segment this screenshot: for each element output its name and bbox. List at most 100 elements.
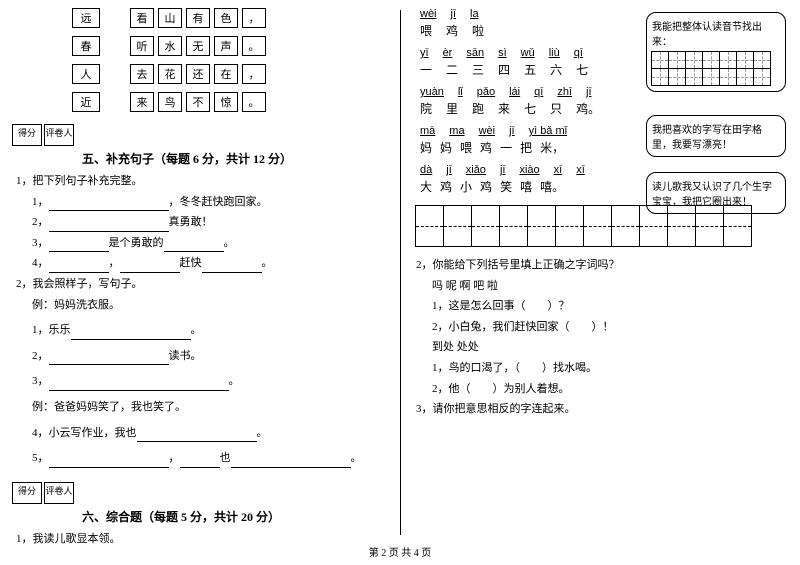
blank[interactable] <box>169 379 229 391</box>
q-text: ，冬冬赶快跑回家。 <box>169 196 268 208</box>
match-right-col: 看 山 有 色 ， 听 水 无 声 。 去 花 还 在 <box>130 8 266 112</box>
question-2-ex: 例：妈妈洗衣服。 <box>32 297 388 315</box>
py: xiǎo <box>466 164 486 176</box>
blank[interactable] <box>49 199 169 211</box>
q-num: 3， <box>32 237 49 249</box>
hz: 妈 <box>440 139 452 156</box>
hz: 小 <box>460 178 472 195</box>
r-q2-opts: 吗 呢 啊 吧 啦 <box>432 278 788 296</box>
match-cell: 无 <box>186 36 210 56</box>
hanzi-row: 喂鸡啦 <box>420 22 630 39</box>
hz: 嘻。 <box>540 178 564 195</box>
py: wǔ <box>521 47 535 59</box>
py: wèi <box>420 8 437 20</box>
match-left-col: 远 春 人 近 <box>72 8 100 112</box>
q-num: 1， <box>32 196 49 208</box>
hanzi-row: 一二三四五六七 <box>420 61 630 78</box>
blank[interactable] <box>109 379 169 391</box>
question-1-1: 1， ，冬冬赶快跑回家。 <box>32 194 388 212</box>
hz: 七 <box>576 61 588 78</box>
match-row: 看 山 有 色 ， <box>130 8 266 28</box>
question-1-4: 4，，赶快。 <box>32 255 388 273</box>
match-cell: 声 <box>214 36 238 56</box>
match-cell: 惊 <box>214 92 238 112</box>
speech-bubble-2: 我把喜欢的字写在田字格里，我要写漂亮！ <box>646 115 786 157</box>
blank[interactable] <box>164 240 224 252</box>
py: mā <box>420 125 435 137</box>
hz: 跑 <box>472 100 484 117</box>
pinyin-poem: wèijīla 喂鸡啦 yīèrsānsìwǔliùqī 一二三四五六七 yuà… <box>420 8 630 195</box>
match-cell: 不 <box>186 92 210 112</box>
r-q2-3: 1，鸟的口渴了，（ ）找水喝。 <box>432 360 788 378</box>
hz: 院 <box>420 100 432 117</box>
py: wèi <box>479 125 496 137</box>
hz: 五 <box>524 61 536 78</box>
matching-exercise: 远 春 人 近 看 山 有 色 ， 听 水 无 声 。 <box>72 8 388 112</box>
q-text: 1，乐乐 <box>32 324 71 336</box>
q-text: 读书。 <box>169 350 202 362</box>
blank[interactable] <box>49 220 169 232</box>
blank[interactable] <box>231 456 351 468</box>
practice-grid[interactable] <box>416 205 784 247</box>
r-q2-opts2: 到处 处处 <box>432 339 788 357</box>
pinyin-row: yīèrsānsìwǔliùqī <box>420 47 630 59</box>
hz: 喂 <box>460 139 472 156</box>
question-2-2: 2，读书。 <box>32 348 388 366</box>
question-2-ex2: 例：爸爸妈妈笑了，我也笑了。 <box>32 399 388 417</box>
hz: 里 <box>446 100 458 117</box>
hz: 喂 <box>420 22 432 39</box>
score-box: 得分 评卷人 <box>12 124 388 146</box>
hz: 鸡。 <box>576 100 600 117</box>
blank[interactable] <box>137 430 257 442</box>
hz: 鸡 <box>480 139 492 156</box>
match-cell: 去 <box>130 64 154 84</box>
column-divider <box>400 10 401 535</box>
question-1-2: 2，真勇敢！ <box>32 214 388 232</box>
py: qī <box>574 47 583 59</box>
hz: 一 <box>500 139 512 156</box>
blank[interactable] <box>49 353 169 365</box>
match-row: 来 鸟 不 惊 。 <box>130 92 266 112</box>
section-5-title: 五、补充句子（每题 6 分，共计 12 分） <box>82 150 388 167</box>
right-column: wèijīla 喂鸡啦 yīèrsānsìwǔliùqī 一二三四五六七 yuà… <box>400 0 800 540</box>
py: yī <box>420 47 429 59</box>
hz: 鸡 <box>446 22 458 39</box>
hanzi-row: 院里跑来七只鸡。 <box>420 100 630 117</box>
hz: 鸡 <box>480 178 492 195</box>
py: lái <box>509 86 520 98</box>
blank[interactable] <box>49 240 109 252</box>
question-1-3: 3，是个勇敢的。 <box>32 235 388 253</box>
hz: 来 <box>498 100 510 117</box>
py: jī <box>509 125 515 137</box>
match-cell: ， <box>242 8 266 28</box>
blank[interactable] <box>49 261 109 273</box>
match-cell: 色 <box>214 8 238 28</box>
blank[interactable] <box>49 456 169 468</box>
blank[interactable] <box>202 261 262 273</box>
hz: 四 <box>498 61 510 78</box>
match-cell: 水 <box>158 36 182 56</box>
blank[interactable] <box>120 261 180 273</box>
hz: 把 <box>520 139 532 156</box>
grader-cell: 评卷人 <box>44 124 74 146</box>
hz: 啦 <box>472 22 484 39</box>
py: jī <box>586 86 592 98</box>
r-question-3: 3，请你把意思相反的字连起来。 <box>416 401 788 419</box>
tianzi-grid[interactable] <box>652 52 780 86</box>
blank[interactable] <box>49 379 109 391</box>
page-footer: 第 2 页 共 4 页 <box>0 544 800 559</box>
q-num: 4， <box>32 257 49 269</box>
q-text: 也 <box>220 452 231 464</box>
q-text: 是个勇敢的 <box>109 237 164 249</box>
hz: 笑 <box>500 178 512 195</box>
py: lǐ <box>458 86 463 98</box>
py: pǎo <box>477 86 495 98</box>
blank[interactable] <box>71 328 191 340</box>
match-cell: 人 <box>72 64 100 84</box>
match-cell: 。 <box>242 92 266 112</box>
match-row: 去 花 还 在 ， <box>130 64 266 84</box>
py: jī <box>446 164 452 176</box>
blank[interactable] <box>180 456 220 468</box>
score-cell: 得分 <box>12 124 42 146</box>
match-cell: 听 <box>130 36 154 56</box>
